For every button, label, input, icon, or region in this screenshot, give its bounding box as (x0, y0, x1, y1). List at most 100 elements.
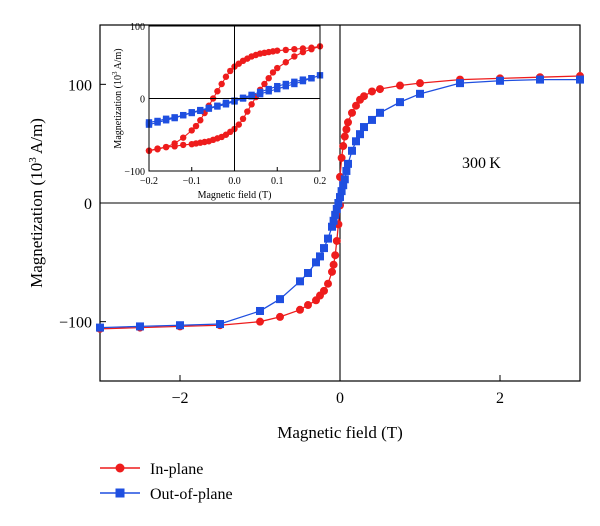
main-data-point-out-of-plane (329, 216, 338, 225)
main-data-point-out-of-plane (416, 89, 424, 98)
main-data-point-in-plane (296, 305, 304, 314)
main-data-point-out-of-plane (356, 130, 364, 139)
inset-data-point-out-of-plane (291, 80, 298, 88)
inset-data-point-in-plane (261, 80, 268, 88)
inset-data-point-in-plane (214, 88, 221, 95)
inset-data-point-in-plane (180, 134, 187, 141)
inset-data-point-in-plane (239, 115, 247, 123)
main-y-tick-label: 100 (68, 77, 92, 94)
main-data-point-out-of-plane (136, 322, 144, 331)
main-series-layer (96, 72, 584, 333)
inset-data-point-in-plane (291, 53, 298, 60)
main-data-point-out-of-plane (368, 115, 376, 124)
inset-y-axis-label-unit: A/m) (113, 48, 124, 71)
inset-x-tick-label: −0.1 (183, 176, 201, 187)
main-data-point-out-of-plane (496, 76, 504, 85)
main-data-point-in-plane (324, 279, 332, 288)
main-data-point-out-of-plane (376, 108, 384, 117)
inset-data-point-in-plane (299, 48, 307, 56)
inset-data-point-out-of-plane (256, 90, 264, 98)
inset-data-point-out-of-plane (171, 114, 178, 121)
main-data-point-out-of-plane (331, 210, 340, 219)
main-x-axis-label: Magnetic field (T) (277, 423, 403, 442)
main-data-point-out-of-plane (296, 277, 304, 286)
main-data-point-out-of-plane (320, 244, 328, 253)
main-data-point-in-plane (360, 92, 368, 101)
inset-data-point-out-of-plane (265, 88, 272, 95)
inset-data-point-out-of-plane (154, 117, 161, 125)
main-data-point-in-plane (368, 87, 376, 96)
inset-data-point-in-plane (197, 117, 204, 124)
main-data-point-out-of-plane (304, 269, 312, 278)
main-data-point-out-of-plane (256, 306, 264, 315)
main-axis-ticks: −2 0 2 −100 0 100 (59, 77, 504, 407)
main-data-point-in-plane (320, 286, 328, 295)
inset-data-point-in-plane (291, 46, 298, 53)
inset-y-tick-label: 0 (140, 95, 145, 106)
inset-data-point-in-plane (274, 64, 281, 72)
inset-data-point-out-of-plane (205, 105, 213, 112)
inset-zero-lines (149, 26, 320, 171)
legend-label-in-plane: In-plane (150, 461, 203, 478)
main-data-point-in-plane (331, 251, 340, 260)
inset-data-point-in-plane (222, 73, 230, 80)
legend: In-plane Out-of-plane (100, 461, 233, 503)
main-data-point-in-plane (304, 301, 312, 310)
inset-data-point-in-plane (188, 127, 195, 134)
main-data-point-out-of-plane (336, 193, 344, 202)
inset-data-point-out-of-plane (162, 115, 170, 122)
inset-x-tick-label: 0.0 (228, 176, 241, 187)
main-data-point-out-of-plane (339, 181, 348, 190)
main-y-tick-label: 0 (84, 196, 92, 213)
main-data-point-out-of-plane (348, 146, 356, 155)
inset-data-point-out-of-plane (274, 85, 281, 93)
main-data-point-out-of-plane (340, 175, 349, 184)
main-data-point-in-plane (416, 79, 424, 88)
main-data-point-in-plane (276, 312, 284, 321)
inset-x-axis-label: Magnetic field (T) (198, 190, 272, 201)
inset-data-point-out-of-plane (282, 82, 289, 90)
inset-data-point-in-plane (227, 67, 234, 75)
main-data-point-in-plane (332, 236, 341, 245)
main-data-point-in-plane (396, 81, 404, 90)
inset-data-point-in-plane (180, 141, 187, 149)
main-data-point-in-plane (342, 125, 351, 134)
inset-y-axis-label: Magnetization (103 A/m) (111, 48, 124, 148)
inset-data-point-in-plane (274, 47, 281, 54)
main-data-point-in-plane (339, 142, 348, 151)
legend-item-in-plane: In-plane (100, 461, 203, 478)
main-y-axis-label-text: Magnetization (10 (27, 163, 46, 288)
main-data-point-out-of-plane (396, 98, 404, 107)
main-data-point-in-plane (344, 118, 352, 127)
main-y-axis-label-unit: A/m) (27, 118, 46, 157)
main-chart: −2 0 2 −100 0 100 Magnetic field (T) Magnetiz… (27, 24, 584, 442)
main-data-point-out-of-plane (456, 79, 464, 88)
main-data-point-out-of-plane (316, 252, 324, 261)
main-data-point-out-of-plane (276, 295, 284, 304)
inset-data-point-out-of-plane (248, 93, 255, 100)
main-data-point-in-plane (328, 267, 336, 276)
main-data-point-out-of-plane (576, 75, 584, 84)
main-data-point-out-of-plane (324, 234, 332, 243)
main-data-point-in-plane (329, 260, 338, 269)
main-data-point-in-plane (337, 153, 346, 162)
inset-y-tick-label: −100 (124, 167, 145, 178)
legend-marker-out-of-plane (115, 488, 125, 498)
main-data-point-out-of-plane (216, 320, 224, 329)
main-x-tick-label: 2 (496, 390, 504, 407)
inset-data-point-in-plane (282, 59, 289, 66)
main-data-point-in-plane (376, 85, 384, 94)
main-data-point-out-of-plane (334, 199, 343, 207)
inset-data-point-in-plane (265, 75, 272, 82)
inset-data-point-out-of-plane (308, 75, 315, 82)
inset-data-point-in-plane (162, 143, 170, 151)
main-y-tick-label: −100 (59, 315, 92, 332)
main-x-tick-label: 0 (336, 390, 344, 407)
inset-data-point-out-of-plane (299, 77, 307, 85)
legend-label-out-of-plane: Out-of-plane (150, 486, 233, 503)
inset-y-axis-label-exponent: 3 (111, 71, 119, 75)
main-data-point-out-of-plane (360, 123, 368, 132)
inset-x-tick-label: −0.2 (140, 176, 158, 187)
main-y-axis-label-exponent: 3 (27, 157, 39, 163)
inset-data-point-in-plane (188, 140, 195, 148)
